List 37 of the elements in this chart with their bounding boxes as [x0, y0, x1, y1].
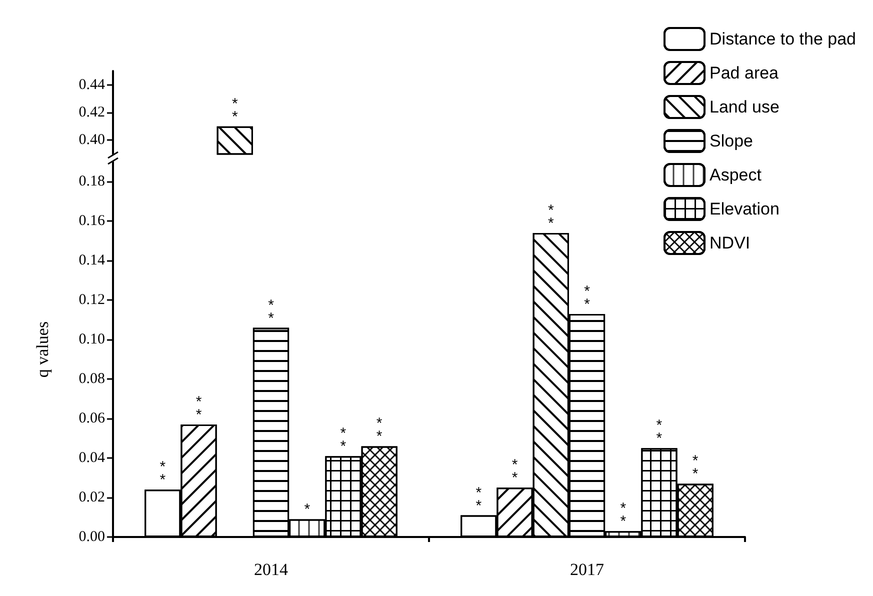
x-tick-label: 2014	[254, 560, 288, 579]
data-label: **	[584, 282, 590, 313]
y-tick-label: 0.08	[78, 371, 105, 388]
y-tick-label: 0.02	[78, 490, 105, 506]
data-label: **	[268, 296, 274, 327]
legend-label: Elevation	[710, 200, 780, 218]
data-label: **	[476, 484, 482, 514]
data-label: **	[340, 425, 346, 456]
y-tick-label: 0.14	[78, 252, 106, 269]
y-tick-label: 0.04	[78, 450, 106, 466]
data-label: **	[512, 456, 518, 487]
legend-label: Distance to the pad	[710, 30, 856, 48]
legend-label: Slope	[710, 132, 753, 150]
data-label: *	[304, 501, 310, 518]
y-tick-label: 0.00	[78, 529, 105, 545]
data-label: **	[620, 500, 626, 530]
y-tick-label: 0.06	[78, 410, 106, 427]
data-label: **	[656, 417, 662, 448]
y-tick-label: 0.44	[78, 76, 106, 93]
y-tick-label: 0.12	[78, 292, 105, 308]
data-label: **	[196, 394, 202, 424]
data-label: **	[232, 95, 238, 126]
data-label: **	[548, 202, 554, 232]
x-tick-label: 2017	[570, 560, 604, 579]
legend-label: NDVI	[710, 234, 750, 252]
data-label: **	[692, 452, 698, 483]
data-label: **	[376, 415, 382, 446]
y-tick-label: 0.40	[78, 132, 105, 148]
y-tick-label: 0.42	[78, 104, 105, 120]
legend-label: Land use	[710, 98, 780, 116]
y-tick-label: 0.16	[78, 213, 106, 230]
y-tick-label: 0.18	[78, 174, 105, 190]
y-tick-label: 0.10	[78, 332, 105, 348]
legend-label: Pad area	[710, 64, 780, 82]
legend-label: Aspect	[710, 166, 762, 184]
y-axis-title: q values	[33, 321, 52, 378]
data-label: **	[160, 458, 166, 489]
